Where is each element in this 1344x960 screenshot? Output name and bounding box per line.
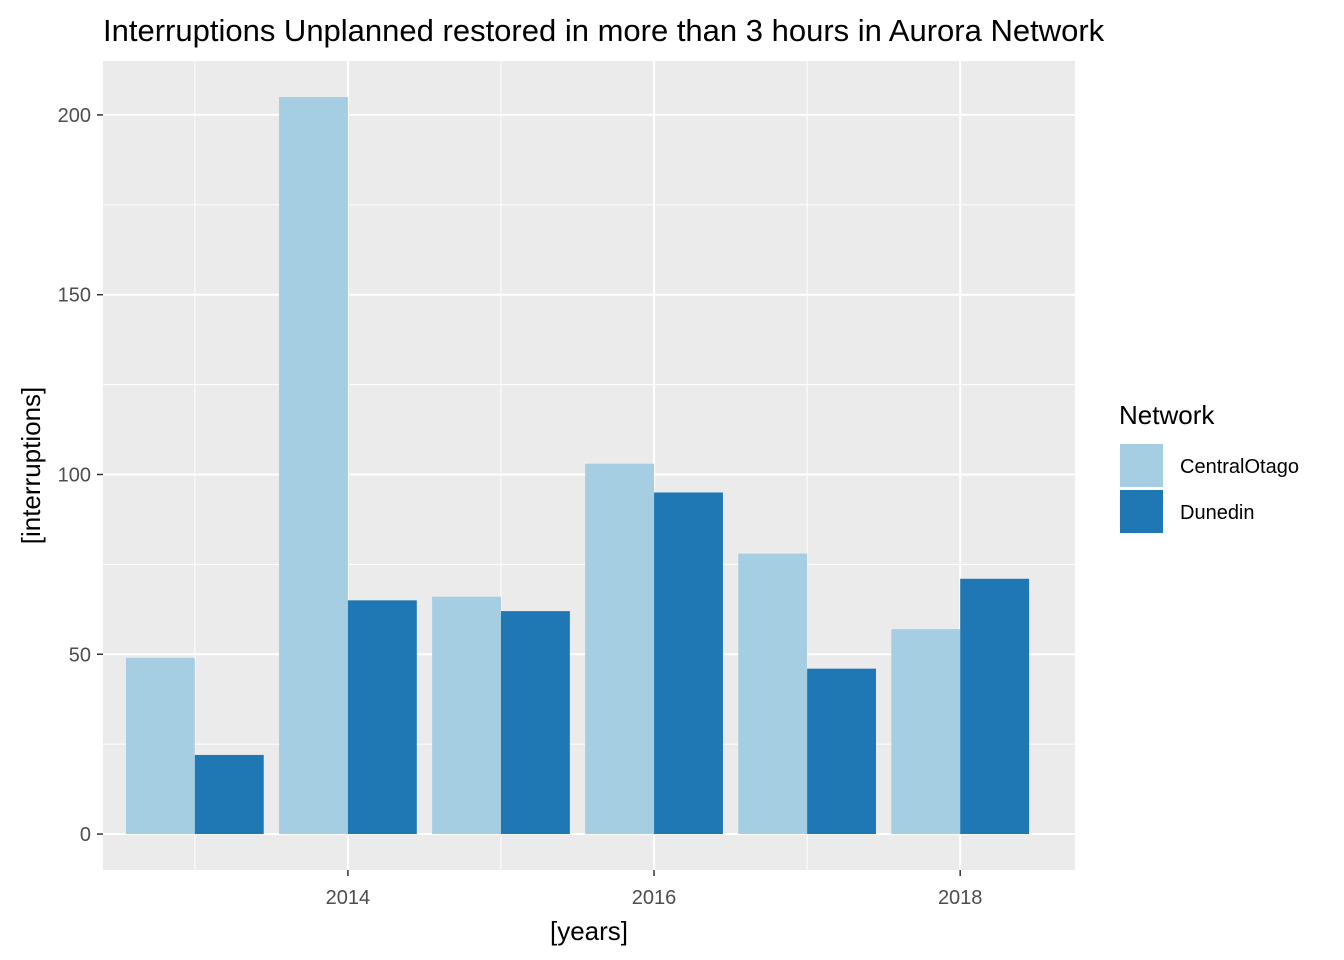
legend-swatch-dunedin — [1120, 490, 1163, 533]
y-tick-label: 50 — [69, 644, 91, 666]
y-axis: 0 50 100 150 200 — [58, 105, 103, 846]
bar-dunedin-2016 — [654, 492, 723, 835]
legend-title: Network — [1119, 400, 1215, 430]
bar-dunedin-2014 — [347, 600, 417, 835]
chart-title: Interruptions Unplanned restored in more… — [103, 13, 1105, 48]
y-axis-title: [interruptions] — [16, 387, 46, 545]
bar-centralotago-2018 — [891, 629, 961, 835]
bars — [125, 96, 1030, 835]
y-tick-label: 0 — [80, 824, 91, 846]
y-tick-label: 200 — [58, 105, 91, 127]
y-tick-label: 100 — [58, 464, 91, 486]
x-tick-label: 2014 — [326, 887, 371, 909]
bar-centralotago-2015 — [432, 596, 501, 835]
bar-centralotago-2013 — [125, 657, 195, 835]
bar-dunedin-2015 — [500, 611, 570, 835]
bar-dunedin-2017 — [807, 668, 877, 835]
bar-dunedin-2018 — [960, 578, 1030, 835]
legend-label-dunedin: Dunedin — [1180, 502, 1255, 524]
bar-centralotago-2017 — [738, 553, 808, 835]
bar-dunedin-2013 — [194, 754, 264, 835]
legend-swatch-centralotago — [1120, 444, 1163, 487]
x-axis-title: [years] — [550, 916, 628, 946]
bar-centralotago-2014 — [279, 96, 348, 835]
x-tick-label: 2016 — [632, 887, 677, 909]
y-tick-label: 150 — [58, 285, 91, 307]
x-tick-label: 2018 — [938, 887, 983, 909]
bar-centralotago-2016 — [585, 463, 655, 835]
x-axis: 2014 2016 2018 — [326, 870, 983, 909]
legend: Network CentralOtago Dunedin — [1119, 400, 1299, 533]
legend-label-centralotago: CentralOtago — [1180, 456, 1299, 478]
